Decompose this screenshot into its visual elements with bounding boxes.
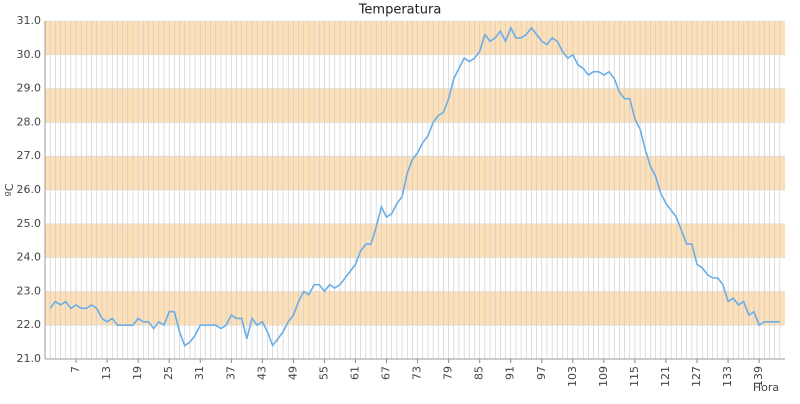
x-tick-label: 85: [473, 366, 486, 380]
band: [45, 156, 785, 190]
x-axis-label: Hora: [753, 381, 779, 394]
x-tick-label: 139: [752, 366, 765, 387]
y-axis-label: ºC: [3, 183, 16, 196]
x-tick-label: 19: [131, 366, 144, 380]
x-tick-label: 115: [628, 366, 641, 387]
band: [45, 190, 785, 224]
y-tick-label: 29.0: [17, 82, 42, 95]
x-tick-label: 109: [597, 366, 610, 387]
band: [45, 122, 785, 157]
x-tick-label: 97: [535, 366, 548, 380]
x-tick-label: 79: [442, 366, 455, 380]
y-tick-label: 26.0: [17, 183, 42, 196]
y-tick-label: 22.0: [17, 318, 42, 331]
band: [45, 88, 785, 123]
x-tick-label: 67: [380, 366, 393, 380]
x-tick-label: 13: [100, 366, 113, 380]
line: [49, 25, 780, 348]
chart-title: Temperatura: [358, 3, 442, 18]
y-tick-label: 27.0: [17, 149, 42, 162]
band: [45, 223, 785, 258]
x-tick-label: 31: [193, 366, 206, 380]
x-tick-label: 127: [690, 366, 703, 387]
x-tick-label: 43: [255, 366, 268, 380]
y-tick-label: 21.0: [17, 352, 42, 365]
x-tick-label: 121: [659, 366, 672, 387]
x-tick-label: 37: [224, 366, 237, 380]
x-tick-label: 91: [504, 366, 517, 380]
band: [45, 291, 785, 326]
y-tick-label: 25.0: [17, 217, 42, 230]
y-tick-label: 31.0: [17, 14, 42, 27]
x-tick-label: 55: [317, 366, 330, 380]
x-tick-label: 103: [566, 366, 579, 387]
x-tick-label: 7: [69, 366, 82, 373]
y-tick-label: 24.0: [17, 251, 42, 264]
x-tick-label: 73: [411, 366, 424, 380]
y-tick-label: 30.0: [17, 48, 42, 61]
band: [45, 54, 785, 89]
band: [45, 325, 785, 359]
x-tick-label: 133: [721, 366, 734, 387]
y-tick-label: 23.0: [17, 284, 42, 297]
x-tick-label: 25: [162, 366, 175, 380]
x-tick-label: 61: [348, 366, 361, 380]
x-tick-label: 49: [286, 366, 299, 380]
band: [45, 21, 785, 55]
y-tick-label: 28.0: [17, 115, 42, 128]
band: [45, 257, 785, 292]
